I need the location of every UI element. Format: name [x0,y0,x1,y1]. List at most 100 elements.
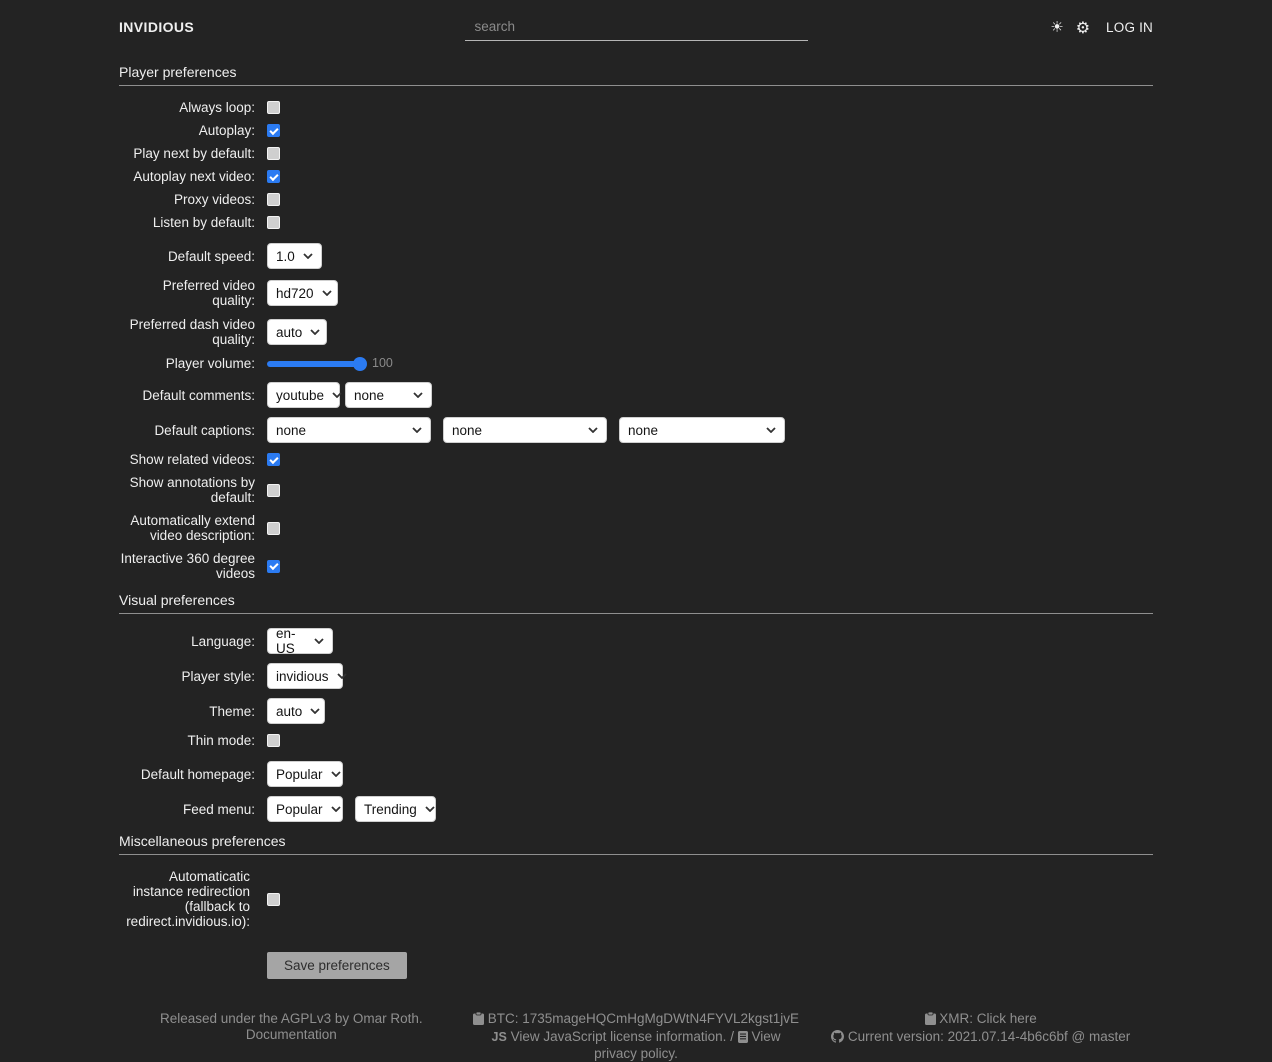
autoplay-checkbox[interactable] [267,124,280,137]
default-captions-value-3: none [628,422,659,438]
documentation-link[interactable]: Documentation [245,1026,337,1042]
light-theme-sun-icon[interactable]: ☀ [1050,18,1064,36]
default-speed-select[interactable]: 1.0 [267,243,322,269]
autoplay-next-checkbox[interactable] [267,170,280,183]
player-volume-value: 100 [372,356,393,370]
invidious-logo[interactable]: INVIDIOUS [119,19,195,35]
chevron-down-icon [310,329,320,335]
autoplay-next-label: Autoplay next video: [133,169,255,184]
theme-row: Theme: auto [119,698,1153,724]
theme-select[interactable]: auto [267,698,325,724]
player-preferences-heading: Player preferences [119,64,237,80]
version-text: Current version: 2021.07.14-4b6c6bf @ ma… [847,1028,1131,1044]
github-icon [831,1029,845,1047]
chevron-down-icon [314,638,324,644]
autoplay-label: Autoplay: [198,123,255,138]
clipboard-icon [924,1011,936,1029]
default-captions-row: Default captions: none none none [119,417,1153,443]
dash-quality-select[interactable]: auto [267,319,327,345]
chevron-down-icon [766,427,776,433]
xmr-link[interactable]: XMR: Click here [939,1011,1037,1026]
video-quality-row: Preferred video quality: hd720 [119,278,1153,308]
default-comments-select-2[interactable]: none [345,382,432,408]
annotations-checkbox[interactable] [267,483,280,497]
dash-quality-label: Preferred dash video quality: [129,317,255,347]
default-speed-value: 1.0 [276,248,295,264]
player-style-value: invidious [276,668,329,684]
top-bar: INVIDIOUS ☀ ⚙ LOG IN [119,0,1153,42]
related-videos-label: Show related videos: [129,452,255,467]
visual-preferences-heading: Visual preferences [119,592,235,608]
chevron-down-icon [412,427,422,433]
save-row: Save preferences [119,952,1153,979]
play-next-checkbox[interactable] [267,147,280,160]
video-quality-select[interactable]: hd720 [267,280,338,306]
footer-donate-column: BTC: 1735mageHQCmHgMgDWtN4FYVL2kgst1jvE … [464,1011,809,1062]
chevron-down-icon [321,290,332,296]
save-preferences-button[interactable]: Save preferences [267,952,407,979]
separator-slash: / [730,1028,734,1044]
section-divider [119,613,1153,614]
player-volume-slider[interactable] [267,356,367,371]
feed-menu-row: Feed menu: Popular Trending [119,796,1153,822]
login-link[interactable]: LOG IN [1106,20,1153,35]
proxy-videos-checkbox[interactable] [267,193,280,206]
player-style-row: Player style: invidious [119,663,1153,689]
video-quality-value: hd720 [276,285,314,301]
thin-mode-checkbox[interactable] [267,734,280,747]
misc-preferences-heading: Miscellaneous preferences [119,833,286,849]
play-next-row: Play next by default: [119,146,1153,161]
feed-menu-select-2[interactable]: Trending [355,796,436,822]
player-style-label: Player style: [181,668,255,684]
annotations-row: Show annotations by default: [119,475,1153,505]
chevron-down-icon [336,673,347,679]
search-input[interactable] [464,14,808,41]
vr-mode-checkbox[interactable] [267,559,280,573]
default-captions-select-2[interactable]: none [443,417,607,443]
player-volume-label: Player volume: [165,356,255,371]
extend-description-checkbox[interactable] [267,521,280,535]
default-homepage-select[interactable]: Popular [267,761,343,787]
autoplay-next-row: Autoplay next video: [119,169,1153,184]
btc-address-text[interactable]: BTC: 1735mageHQCmHgMgDWtN4FYVL2kgst1jvE [487,1011,800,1026]
proxy-videos-label: Proxy videos: [173,192,255,207]
js-license-link[interactable]: View JavaScript license information. [510,1028,727,1044]
language-label: Language: [191,633,255,649]
language-select[interactable]: en-US [267,626,333,656]
chevron-down-icon [588,427,598,433]
default-homepage-value: Popular [276,766,323,782]
chevron-down-icon [332,392,342,398]
default-captions-select-1[interactable]: none [267,417,431,443]
annotations-label: Show annotations by default: [129,475,255,505]
chevron-down-icon [330,771,341,777]
auto-redirect-label: Automaticatic instance redirection (fall… [126,869,250,929]
preferences-gear-icon[interactable]: ⚙ [1075,18,1091,37]
language-value: en-US [276,626,296,656]
default-captions-select-3[interactable]: none [619,417,785,443]
slider-thumb[interactable] [353,356,367,371]
listen-default-checkbox[interactable] [267,216,280,229]
section-divider [119,854,1153,855]
chevron-down-icon [330,806,341,812]
auto-redirect-checkbox[interactable] [267,892,280,906]
play-next-label: Play next by default: [133,146,255,161]
related-videos-checkbox[interactable] [267,453,280,466]
player-style-select[interactable]: invidious [267,663,347,689]
extend-description-label: Automatically extend video description: [130,513,255,543]
video-quality-label: Preferred video quality: [162,278,255,308]
always-loop-checkbox[interactable] [267,101,280,114]
feed-menu-value-1: Popular [276,801,323,817]
dash-quality-row: Preferred dash video quality: auto [119,317,1153,347]
chevron-down-icon [413,392,423,398]
vr-mode-row: Interactive 360 degree videos [119,551,1153,581]
related-videos-row: Show related videos: [119,452,1153,467]
always-loop-row: Always loop: [119,100,1153,115]
listen-default-label: Listen by default: [152,215,255,230]
feed-menu-select-1[interactable]: Popular [267,796,343,822]
thin-mode-label: Thin mode: [187,733,255,748]
theme-value: auto [276,703,303,719]
section-divider [119,85,1153,86]
default-comments-select-1[interactable]: youtube [267,382,342,408]
default-speed-row: Default speed: 1.0 [119,243,1153,269]
proxy-videos-row: Proxy videos: [119,192,1153,207]
